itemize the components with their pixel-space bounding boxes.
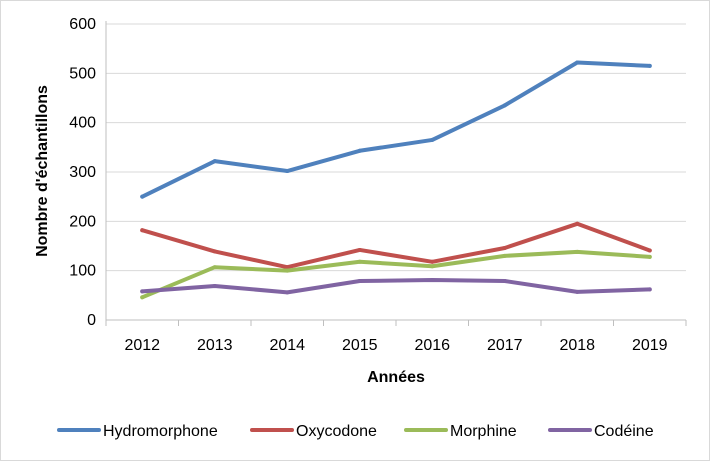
data-point-hydromorphone bbox=[140, 194, 145, 199]
data-point-oxycodone bbox=[647, 248, 652, 253]
data-point-hydromorphone bbox=[575, 60, 580, 65]
data-point-oxycodone bbox=[430, 259, 435, 264]
legend-label-hydromorphone: Hydromorphone bbox=[103, 423, 218, 440]
x-tick-label: 2016 bbox=[414, 337, 450, 354]
legend-label-oxycodone: Oxycodone bbox=[296, 423, 377, 440]
x-tick-label: 2013 bbox=[197, 337, 233, 354]
legend-label-codeine: Codéine bbox=[594, 423, 654, 440]
data-point-hydromorphone bbox=[212, 159, 217, 164]
y-tick-label: 200 bbox=[69, 213, 96, 230]
x-tick-label: 2012 bbox=[124, 337, 160, 354]
data-point-codeine bbox=[212, 283, 217, 288]
x-tick-labels: 2012 2013 2014 2015 2016 2017 2018 2019 bbox=[105, 320, 687, 354]
data-point-oxycodone bbox=[212, 249, 217, 254]
data-point-codeine bbox=[140, 289, 145, 294]
y-tick-label: 300 bbox=[69, 164, 96, 181]
data-point-codeine bbox=[357, 279, 362, 284]
data-point-morphine bbox=[502, 253, 507, 258]
x-tick-label: 2014 bbox=[269, 337, 305, 354]
series-line-oxycodone bbox=[140, 221, 652, 270]
data-point-codeine bbox=[647, 287, 652, 292]
data-point-morphine bbox=[647, 254, 652, 259]
y-tick-label: 0 bbox=[87, 312, 96, 329]
data-point-morphine bbox=[575, 249, 580, 254]
data-point-oxycodone bbox=[502, 245, 507, 250]
data-point-hydromorphone bbox=[430, 137, 435, 142]
data-point-hydromorphone bbox=[647, 63, 652, 68]
data-point-oxycodone bbox=[575, 221, 580, 226]
y-tick-labels: 0 100 200 300 400 500 600 bbox=[69, 16, 96, 329]
data-point-morphine bbox=[285, 268, 290, 273]
data-point-codeine bbox=[575, 289, 580, 294]
x-tick-label: 2019 bbox=[632, 337, 668, 354]
data-point-hydromorphone bbox=[357, 148, 362, 153]
data-point-oxycodone bbox=[285, 265, 290, 270]
data-point-codeine bbox=[430, 278, 435, 283]
data-point-hydromorphone bbox=[285, 169, 290, 174]
data-point-morphine bbox=[357, 259, 362, 264]
x-axis-title: Années bbox=[367, 369, 425, 386]
data-point-morphine bbox=[140, 295, 145, 300]
x-tick-label: 2015 bbox=[342, 337, 378, 354]
y-tick-label: 400 bbox=[69, 115, 96, 132]
data-point-oxycodone bbox=[140, 228, 145, 233]
series-line-hydromorphone bbox=[140, 60, 652, 199]
legend-label-morphine: Morphine bbox=[450, 423, 517, 440]
data-point-codeine bbox=[502, 279, 507, 284]
data-point-codeine bbox=[285, 290, 290, 295]
series-lines bbox=[140, 60, 652, 300]
series-line-morphine bbox=[140, 249, 652, 300]
x-tick-label: 2018 bbox=[559, 337, 595, 354]
y-tick-label: 100 bbox=[69, 263, 96, 280]
series-line-codeine bbox=[140, 278, 652, 295]
data-point-morphine bbox=[430, 264, 435, 269]
data-point-oxycodone bbox=[357, 247, 362, 252]
y-tick-label: 500 bbox=[69, 65, 96, 82]
data-point-morphine bbox=[212, 265, 217, 270]
y-tick-label: 600 bbox=[69, 16, 96, 33]
x-tick-label: 2017 bbox=[487, 337, 523, 354]
data-point-hydromorphone bbox=[502, 103, 507, 108]
y-axis-title: Nombre d'échantillons bbox=[34, 85, 51, 257]
legend: Hydromorphone Oxycodone Morphine Codéine bbox=[57, 423, 654, 440]
